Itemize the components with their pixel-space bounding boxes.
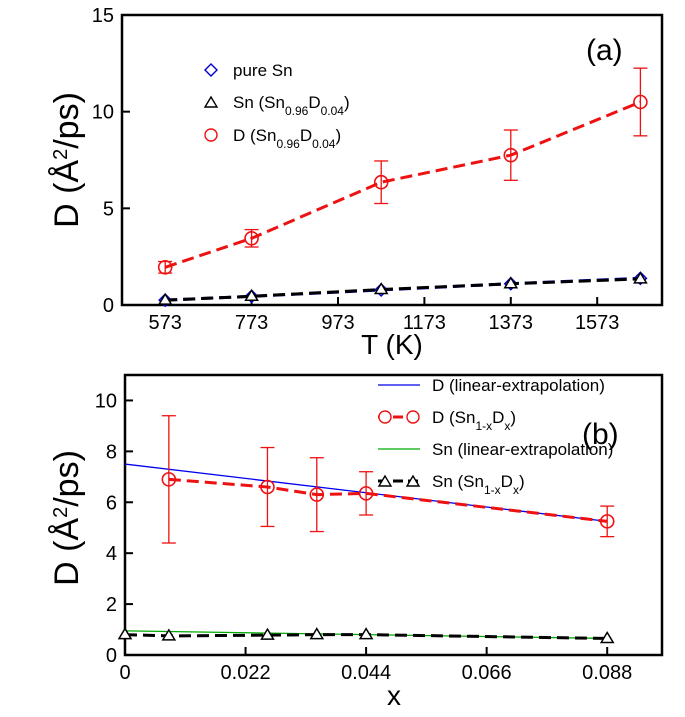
panel-a-y-axis-label: D (Å2/ps) xyxy=(48,92,86,228)
data-point-sn-sim xyxy=(161,628,177,641)
panel-b-label: (b) xyxy=(582,418,619,451)
y-tick-label: 0 xyxy=(106,645,117,667)
data-point-sn-in-alloy xyxy=(633,271,648,284)
y-tick-label: 2 xyxy=(106,594,117,616)
y-tick-label: 10 xyxy=(92,102,114,124)
legend-entry-d-alloy: D (Sn0.96D0.04) xyxy=(204,126,341,151)
panel-b-legend: D (linear-extrapolation) D (Sn1-xDx) Sn … xyxy=(377,376,613,497)
legend-label-sn-linear: Sn (linear-extrapolation) xyxy=(432,440,613,459)
legend-entry-sn-sim: Sn (Sn1-xDx) xyxy=(377,472,525,497)
y-tick-label: 10 xyxy=(95,390,117,412)
series-sn-sim xyxy=(117,627,615,644)
x-tick-label: 973 xyxy=(321,312,354,334)
data-point-sn-in-alloy xyxy=(373,282,389,295)
data-point-d-sim xyxy=(260,479,275,495)
series-sn-in-alloy xyxy=(157,271,648,305)
data-point-pure-sn xyxy=(158,293,173,308)
series-d-in-alloy xyxy=(157,67,648,275)
x-tick-label: 1173 xyxy=(403,312,446,334)
data-point-d-in-alloy xyxy=(244,231,259,246)
panel-b-plot-frame xyxy=(123,373,664,657)
data-point-pure-sn xyxy=(633,271,648,286)
data-point-d-sim xyxy=(599,514,615,529)
data-point-sn-in-alloy xyxy=(503,276,519,289)
legend-marker-diamond xyxy=(204,63,218,77)
panel-b-series xyxy=(117,415,615,644)
x-tick-label: 773 xyxy=(235,312,268,334)
legend-entry-d-sim: D (Sn1-xDx) xyxy=(378,408,516,433)
data-point-d-sim xyxy=(309,487,325,502)
x-tick-label: 1573 xyxy=(575,312,620,334)
legend-label-d-linear: D (linear-extrapolation) xyxy=(432,376,605,395)
legend-entry-d-linear: D (linear-extrapolation) xyxy=(378,376,605,395)
data-point-d-in-alloy xyxy=(633,94,648,110)
panel-a-legend: pure Sn Sn (Sn0.96D0.04) D (Sn0.96D0.04) xyxy=(203,61,350,151)
legend-marker-triangle xyxy=(203,95,219,108)
data-point-sn-sim xyxy=(599,630,615,644)
data-point-pure-sn xyxy=(244,289,259,304)
panel-a-ticks: 573 773 973 1173 1373 1573 0 5 10 15 xyxy=(92,5,620,334)
legend-entry-pure-sn: pure Sn xyxy=(204,61,293,80)
data-point-sn-sim xyxy=(358,627,374,640)
y-tick-label: 6 xyxy=(106,492,117,514)
data-point-sn-in-alloy xyxy=(244,288,259,302)
data-point-pure-sn xyxy=(503,276,518,291)
y-tick-label: 4 xyxy=(106,543,117,565)
series-d-sim xyxy=(161,415,615,544)
x-tick-label: 0.066 xyxy=(462,662,512,684)
data-point-sn-sim xyxy=(117,627,133,640)
panel-a-label: (a) xyxy=(586,34,623,67)
legend-marker-triangle xyxy=(377,474,393,487)
panel-a-x-axis-label: T (K) xyxy=(361,329,423,360)
series-line-d-in-alloy xyxy=(164,100,641,269)
legend-marker-circle xyxy=(406,410,420,424)
panel-b-chart: 0 0.022 0.044 0.066 0.088 0 2 4 6 8 10 (b) x D (Å2… xyxy=(48,373,664,711)
series-line-d-sim xyxy=(168,477,608,523)
legend-marker-circle xyxy=(378,410,392,424)
panel-a-chart: 573 773 973 1173 1373 1573 0 5 10 15 (a) T (K) D … xyxy=(48,5,664,360)
data-point-d-sim xyxy=(358,486,374,501)
panel-b-ticks: 0 0.022 0.044 0.066 0.088 0 2 4 6 8 10 xyxy=(95,390,632,684)
y-tick-label: 8 xyxy=(106,441,117,463)
data-point-d-in-alloy xyxy=(373,174,389,190)
data-point-d-in-alloy xyxy=(157,259,173,275)
data-point-sn-in-alloy xyxy=(157,292,173,305)
y-tick-label: 5 xyxy=(103,198,114,220)
legend-marker-triangle xyxy=(405,474,421,487)
legend-label-d-sim: D (Sn1-xDx) xyxy=(432,408,516,433)
legend-label-sn-sim: Sn (Sn1-xDx) xyxy=(432,472,525,497)
x-tick-label: 0.088 xyxy=(582,662,632,684)
x-tick-label: 573 xyxy=(149,312,182,334)
legend-label-sn-alloy: Sn (Sn0.96D0.04) xyxy=(233,93,350,118)
panel-a-plot-frame xyxy=(120,13,664,307)
legend-label-d-alloy: D (Sn0.96D0.04) xyxy=(233,126,341,151)
y-tick-label: 15 xyxy=(92,5,114,27)
series-line-sn-in-alloy xyxy=(165,277,641,302)
panel-a-series xyxy=(157,67,648,308)
y-tick-label: 0 xyxy=(103,295,114,317)
x-tick-label: 0 xyxy=(119,662,130,684)
panel-b-y-axis-label: D (Å2/ps) xyxy=(48,450,86,586)
data-point-sn-sim xyxy=(309,627,325,640)
data-point-d-sim xyxy=(161,472,177,487)
legend-entry-sn-linear: Sn (linear-extrapolation) xyxy=(378,440,613,459)
x-tick-label: 0.044 xyxy=(341,662,391,684)
x-tick-label: 0.022 xyxy=(221,662,271,684)
legend-label-pure-sn: pure Sn xyxy=(233,61,293,80)
data-point-sn-sim xyxy=(260,627,275,640)
legend-entry-sn-alloy: Sn (Sn0.96D0.04) xyxy=(203,93,350,118)
legend-marker-circle xyxy=(204,128,218,142)
panel-b-x-axis-label: x xyxy=(387,680,401,711)
x-tick-label: 1373 xyxy=(489,312,534,334)
data-point-d-in-alloy xyxy=(503,147,519,163)
series-line-sn-sim xyxy=(124,633,608,640)
